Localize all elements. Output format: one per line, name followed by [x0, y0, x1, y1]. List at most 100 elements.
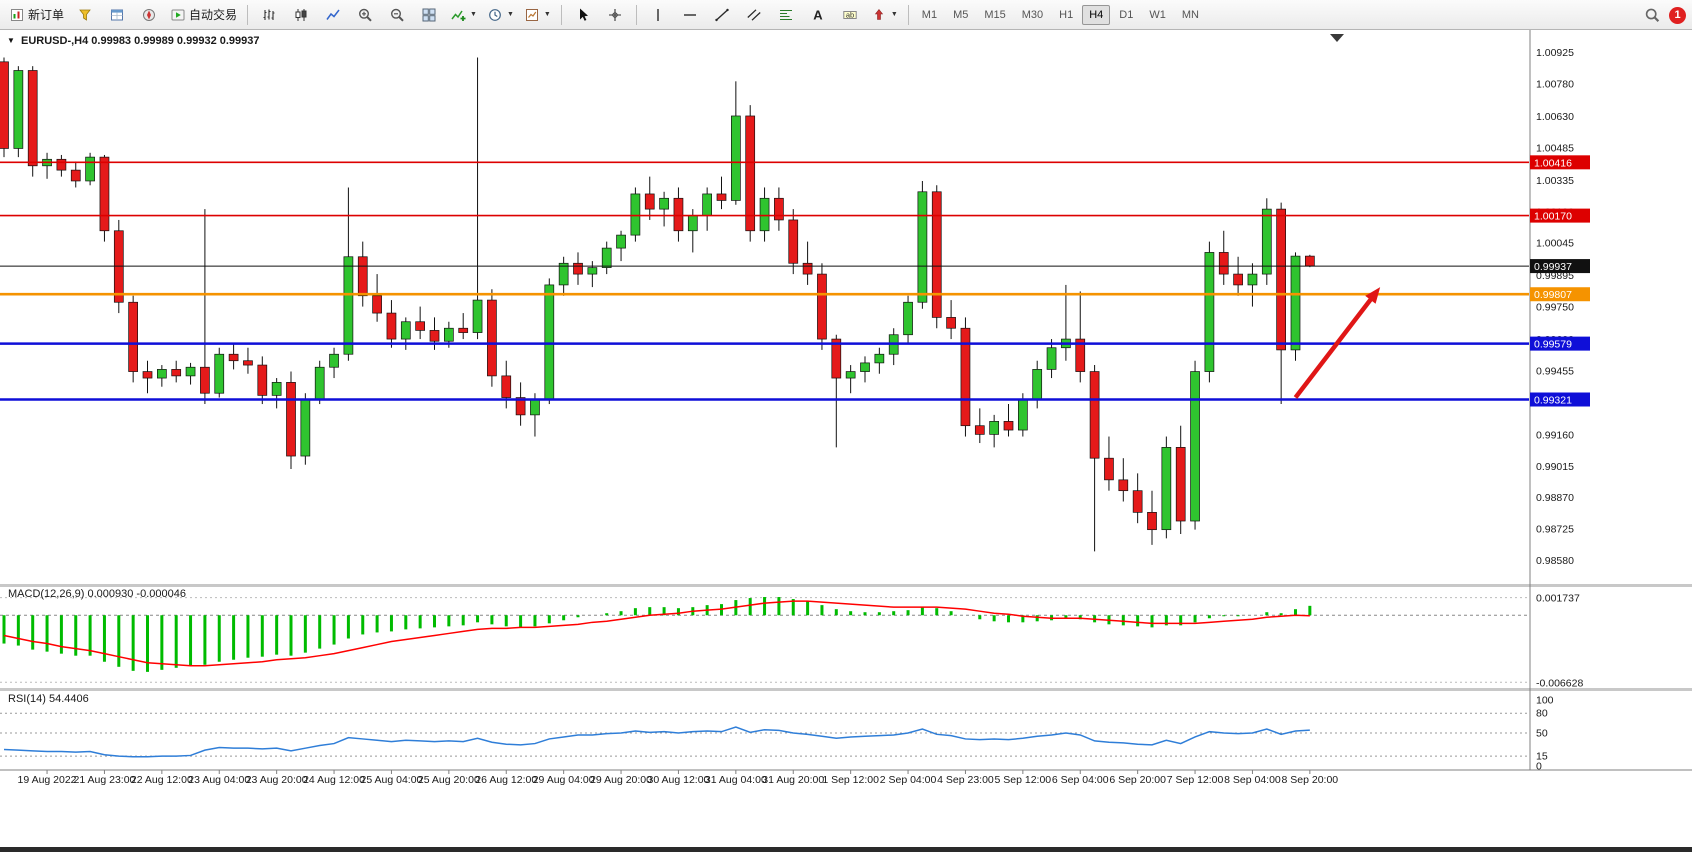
- zoom-in-button[interactable]: [350, 2, 380, 28]
- timeframe-button-d1[interactable]: D1: [1119, 8, 1134, 21]
- text-button[interactable]: A: [803, 2, 833, 28]
- crosshair-button[interactable]: [600, 2, 630, 28]
- svg-text:ab: ab: [846, 10, 854, 19]
- svg-text:29 Aug 04:00: 29 Aug 04:00: [533, 774, 595, 786]
- timeframe-button-w1[interactable]: W1: [1149, 8, 1166, 21]
- zoom-in-icon: [357, 7, 373, 23]
- one-click-trading-toggle[interactable]: ▼: [7, 36, 15, 45]
- trendline-button[interactable]: [707, 2, 737, 28]
- timeframe-button-m1[interactable]: M1: [921, 8, 938, 21]
- macd-indicator-label: MACD(12,26,9) 0.000930 -0.000046: [8, 588, 186, 600]
- zoom-out-button[interactable]: [382, 2, 412, 28]
- label-icon: ab: [842, 7, 858, 23]
- svg-text:19 Aug 2022: 19 Aug 2022: [18, 774, 77, 786]
- svg-text:23 Aug 04:00: 23 Aug 04:00: [188, 774, 250, 786]
- vertical-line-button[interactable]: [643, 2, 673, 28]
- hline-icon: [682, 7, 698, 23]
- channel-button[interactable]: [739, 2, 769, 28]
- svg-text:4 Sep 23:00: 4 Sep 23:00: [937, 774, 994, 786]
- data-window-button[interactable]: [102, 2, 132, 28]
- indicators-button[interactable]: ▼: [446, 2, 481, 28]
- svg-text:80: 80: [1536, 708, 1548, 720]
- text-icon: A: [810, 7, 826, 23]
- zoom-out-icon: [389, 7, 405, 23]
- toolbar-right-group: 1: [1644, 0, 1686, 30]
- timeframe-button-mn[interactable]: MN: [1181, 8, 1199, 21]
- macd-panel[interactable]: [0, 597, 1529, 683]
- svg-text:0.99937: 0.99937: [1534, 261, 1572, 273]
- svg-text:0: 0: [1536, 761, 1542, 773]
- horizontal-line-button[interactable]: [675, 2, 705, 28]
- line-chart-button[interactable]: [318, 2, 348, 28]
- price-tags: 1.00416 1.00170 0.99937 0.99807 0.99579 0.993…: [1530, 155, 1590, 407]
- timeframe-button-h1[interactable]: H1: [1059, 8, 1074, 21]
- svg-text:7 Sep 12:00: 7 Sep 12:00: [1167, 774, 1224, 786]
- svg-text:25 Aug 04:00: 25 Aug 04:00: [360, 774, 422, 786]
- periods-button[interactable]: ▼: [483, 2, 518, 28]
- cursor-icon: [575, 7, 591, 23]
- autotrading-button[interactable]: 自动交易: [166, 2, 241, 28]
- toolbar-separator: [560, 4, 562, 25]
- trendline-icon: [714, 7, 730, 23]
- candlestick-icon: [293, 7, 309, 23]
- cursor-button[interactable]: [568, 2, 598, 28]
- bar-chart-icon: [261, 7, 277, 23]
- svg-text:1.00170: 1.00170: [1534, 211, 1572, 223]
- timeframe-button-m30[interactable]: M30: [1021, 8, 1044, 21]
- svg-text:1 Sep 12:00: 1 Sep 12:00: [822, 774, 879, 786]
- navigator-icon: [141, 7, 157, 23]
- svg-text:15: 15: [1536, 751, 1548, 763]
- svg-text:-0.006628: -0.006628: [1536, 677, 1583, 689]
- navigator-button[interactable]: [134, 2, 164, 28]
- new-order-button[interactable]: 新订单: [5, 2, 68, 28]
- window-bottom-edge: [0, 847, 1692, 852]
- svg-text:31 Aug 04:00: 31 Aug 04:00: [705, 774, 767, 786]
- svg-text:25 Aug 20:00: 25 Aug 20:00: [418, 774, 480, 786]
- svg-text:1.00630: 1.00630: [1536, 111, 1574, 123]
- dropdown-caret-icon: ▼: [470, 11, 477, 18]
- timeframe-button-m15[interactable]: M15: [984, 8, 1006, 21]
- market-watch-button[interactable]: [70, 2, 100, 28]
- rsi-panel[interactable]: [0, 712, 1529, 758]
- data-window-icon: [109, 7, 125, 23]
- svg-text:8 Sep 04:00: 8 Sep 04:00: [1224, 774, 1281, 786]
- timeframe-button-h4[interactable]: H4: [1082, 4, 1111, 25]
- svg-text:1.00335: 1.00335: [1536, 175, 1574, 187]
- toolbar-separator: [247, 4, 249, 25]
- notification-badge[interactable]: 1: [1669, 6, 1686, 24]
- trend-arrow-annotation[interactable]: [1293, 287, 1381, 399]
- timeframe-button-m5[interactable]: M5: [953, 8, 969, 21]
- svg-text:22 Aug 12:00: 22 Aug 12:00: [131, 774, 193, 786]
- new-order-icon: [9, 7, 25, 23]
- arrows-button[interactable]: ▼: [867, 2, 902, 28]
- svg-text:24 Aug 12:00: 24 Aug 12:00: [303, 774, 365, 786]
- panel-splitter[interactable]: [0, 688, 1692, 691]
- dropdown-caret-icon: ▼: [890, 11, 898, 18]
- tile-windows-button[interactable]: [414, 2, 444, 28]
- text-label-button[interactable]: ab: [835, 2, 865, 28]
- horizontal-lines-layer[interactable]: [0, 161, 1529, 401]
- svg-text:31 Aug 20:00: 31 Aug 20:00: [762, 774, 824, 786]
- bar-chart-button[interactable]: [254, 2, 284, 28]
- search-icon[interactable]: [1644, 7, 1660, 23]
- svg-text:0.001737: 0.001737: [1536, 593, 1580, 605]
- svg-text:0.99750: 0.99750: [1536, 302, 1574, 314]
- svg-text:8 Sep 20:00: 8 Sep 20:00: [1282, 774, 1339, 786]
- svg-text:1.00780: 1.00780: [1536, 78, 1574, 90]
- panel-splitter[interactable]: [0, 584, 1692, 587]
- chart-shift-marker[interactable]: [1330, 34, 1344, 42]
- toolbar-separator: [635, 4, 637, 25]
- svg-text:23 Aug 20:00: 23 Aug 20:00: [246, 774, 308, 786]
- dropdown-caret-icon: ▼: [506, 11, 514, 18]
- templates-button[interactable]: ▼: [520, 2, 555, 28]
- svg-text:0.99807: 0.99807: [1534, 289, 1572, 301]
- svg-text:1.00045: 1.00045: [1536, 238, 1574, 250]
- candles-layer[interactable]: [0, 57, 1315, 552]
- toolbar-separator: [907, 4, 909, 25]
- autotrading-icon: [170, 7, 186, 23]
- fibonacci-button[interactable]: [771, 2, 801, 28]
- svg-text:50: 50: [1536, 728, 1548, 740]
- candlestick-chart-button[interactable]: [286, 2, 316, 28]
